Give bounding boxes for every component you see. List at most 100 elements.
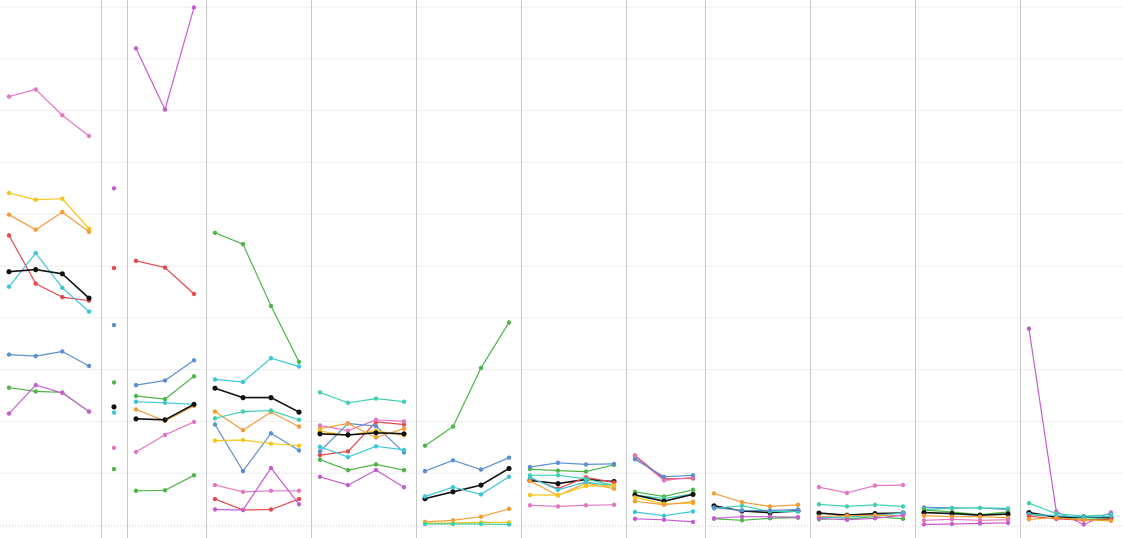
data-point [296, 502, 302, 507]
data-point [296, 417, 302, 422]
series-black [921, 509, 1011, 518]
data-point [555, 473, 561, 478]
series-yellow [212, 437, 302, 448]
data-point [60, 196, 65, 201]
data-point [240, 409, 246, 414]
data-point [240, 507, 246, 513]
series-line [713, 492, 799, 507]
series-purple [711, 514, 801, 521]
data-point [872, 513, 878, 518]
data-point [611, 480, 617, 485]
data-point [60, 285, 65, 290]
series-line [319, 469, 405, 488]
data-point [133, 449, 139, 455]
data-point [33, 382, 38, 388]
data-point [133, 407, 139, 412]
data-point [506, 474, 512, 479]
series-purple [921, 520, 1011, 527]
data-point [422, 494, 428, 499]
data-point [373, 444, 379, 449]
data-point [977, 514, 983, 519]
series-line [713, 505, 798, 513]
series-mint [816, 502, 906, 509]
series-line [818, 484, 904, 494]
data-point [212, 230, 218, 235]
data-point [6, 411, 12, 416]
data-point [583, 476, 589, 482]
series-teal [632, 509, 696, 518]
data-point [795, 502, 801, 507]
data-point [527, 475, 533, 480]
data-point [527, 464, 533, 470]
series-line [8, 387, 90, 413]
data-point [240, 395, 246, 401]
data-point [401, 426, 407, 431]
data-point [844, 490, 850, 496]
data-point [555, 468, 561, 473]
data-point [111, 410, 117, 415]
series-black [6, 267, 92, 301]
data-point [268, 465, 274, 471]
series-line [214, 357, 300, 383]
data-point [632, 516, 638, 521]
data-point [212, 422, 218, 427]
data-point [1005, 506, 1011, 511]
data-point [739, 514, 745, 519]
data-point [86, 309, 92, 314]
data-point [111, 186, 117, 191]
data-point [345, 432, 351, 438]
data-point [296, 424, 302, 429]
panel-11 [921, 505, 1011, 527]
data-point [111, 380, 117, 385]
panel-2 [111, 186, 117, 472]
data-point [133, 46, 139, 51]
series-green [133, 374, 197, 402]
series-line [8, 192, 90, 230]
data-point [977, 518, 983, 523]
data-point [401, 485, 407, 490]
series-green [422, 320, 512, 448]
data-point [506, 465, 512, 472]
data-point [240, 437, 246, 443]
data-point [373, 396, 379, 401]
data-point [611, 502, 617, 507]
series-line [530, 474, 615, 487]
data-point [1005, 517, 1011, 522]
data-point [661, 474, 667, 479]
data-point [632, 509, 638, 515]
data-point [33, 281, 38, 286]
data-point [711, 516, 717, 521]
data-point [611, 483, 617, 488]
series-orange [422, 506, 512, 525]
data-point [478, 521, 484, 527]
series-line [319, 421, 405, 456]
series-teal [317, 444, 407, 460]
data-point [739, 508, 745, 513]
data-point [690, 487, 696, 492]
series-line [8, 384, 90, 415]
data-point [212, 496, 218, 502]
data-point [33, 389, 38, 394]
series-orange [632, 499, 696, 507]
data-point [240, 379, 246, 385]
data-point [111, 265, 117, 271]
data-point [921, 509, 927, 516]
panel-5 [317, 390, 407, 490]
data-point [317, 452, 323, 458]
series-blue [632, 457, 696, 479]
series-teal [212, 356, 302, 385]
data-point [373, 423, 379, 429]
series-line [424, 476, 510, 498]
data-point [1108, 518, 1114, 524]
data-point [86, 226, 92, 231]
data-point [661, 513, 667, 518]
data-point [268, 441, 274, 446]
data-point [900, 482, 906, 488]
data-point [816, 510, 822, 516]
data-point [690, 491, 696, 497]
data-point [478, 492, 484, 497]
data-point [478, 514, 484, 519]
data-point [450, 458, 456, 463]
series-blue [422, 455, 512, 474]
